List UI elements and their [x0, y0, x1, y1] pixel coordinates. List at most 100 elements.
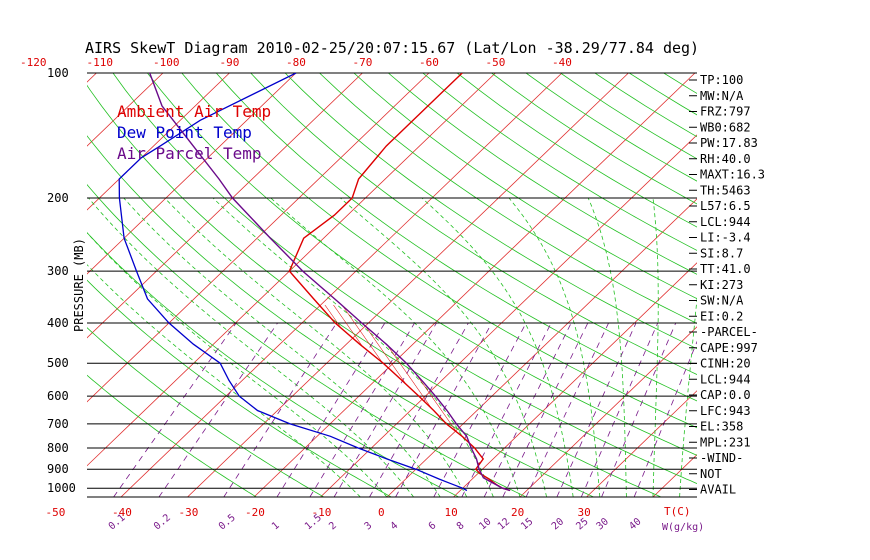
- mixing-ratio-label: 0.2: [152, 512, 173, 532]
- dry-adiabat: [491, 73, 697, 205]
- mixing-ratio-label: 40: [627, 516, 643, 532]
- x-tick-label-bottom: -40: [112, 506, 132, 519]
- index-item: LCL:944: [700, 215, 751, 229]
- isotherm-line: [87, 73, 164, 147]
- dry-adiabat: [284, 73, 697, 350]
- index-item: AVAIL: [700, 483, 736, 497]
- index-item: -PARCEL-: [700, 325, 758, 339]
- dry-adiabat: [87, 84, 662, 497]
- mixing-ratio-label: 30: [595, 516, 611, 532]
- index-item: NOT: [700, 467, 722, 481]
- moist-adiabat: [587, 197, 627, 497]
- y-tick-label: 800: [47, 441, 69, 455]
- x-tick-label-bottom: 0: [378, 506, 385, 519]
- mixing-ratio-label: 10: [477, 516, 493, 532]
- dry-adiabat: [87, 327, 325, 497]
- isotherm-line: [320, 134, 697, 497]
- mixing-ratio-label: 3: [363, 520, 375, 532]
- y-tick-label: 500: [47, 356, 69, 370]
- index-item: MAXT:16.3: [700, 168, 765, 182]
- y-tick-label: 700: [47, 417, 69, 431]
- x-tick-label-bottom: 10: [445, 506, 458, 519]
- mixing-ratio-line: [158, 322, 278, 497]
- mixing-ratio-line: [223, 322, 337, 497]
- index-item: CINH:20: [700, 357, 751, 371]
- cape-hatch-area: [319, 305, 488, 478]
- mixing-ratio-label: 8: [455, 520, 467, 532]
- mixing-ratio-label: 0.5: [217, 512, 238, 532]
- x-axis-label: T(C): [664, 505, 691, 518]
- parcel-temp-line: [149, 73, 511, 492]
- y-axis-label: PRESSURE (MB): [72, 238, 86, 332]
- moist-adiabat: [164, 197, 468, 497]
- y-tick-label: 900: [47, 462, 69, 476]
- index-item: FRZ:797: [700, 105, 751, 119]
- mixing-ratio-line: [633, 340, 697, 497]
- legend-item: Air Parcel Temp: [117, 144, 262, 163]
- index-item: EI:0.2: [700, 309, 743, 323]
- x-tick-label-bottom: 20: [511, 506, 524, 519]
- mixing-ratio-line: [113, 322, 237, 497]
- index-item: LCL:944: [700, 372, 751, 386]
- mixing-ratio-label: 6: [427, 520, 439, 532]
- y-tick-label: 100: [47, 66, 69, 80]
- mixing-ratio-line: [556, 322, 637, 497]
- moist-adiabat: [87, 264, 361, 497]
- isotherm-line: [586, 390, 697, 497]
- mixing-ratio-line: [309, 322, 415, 497]
- index-item: WB0:682: [700, 120, 751, 134]
- dry-adiabat: [422, 73, 697, 251]
- legend-item: Ambient Air Temp: [117, 102, 271, 121]
- index-item: CAP:0.0: [700, 388, 751, 402]
- dry-adiabat: [87, 374, 257, 497]
- mixing-ratio-line: [601, 322, 677, 497]
- x-tick-label-top: -60: [419, 56, 439, 69]
- mixing-ratio-label: 4: [389, 520, 401, 532]
- chart-title: AIRS SkewT Diagram 2010-02-25/20:07:15.6…: [85, 39, 699, 57]
- x-tick-label-bottom: -10: [312, 506, 332, 519]
- x-tick-label-top: -50: [485, 56, 505, 69]
- index-item: CAPE:997: [700, 341, 758, 355]
- dry-adiabat: [353, 73, 697, 300]
- mixing-ratio-label: 20: [550, 516, 566, 532]
- index-item: PW:17.83: [700, 136, 758, 150]
- moist-adiabat: [88, 197, 414, 497]
- dry-adiabat: [388, 73, 697, 275]
- mixing-ratio-line: [502, 322, 589, 497]
- mixing-ratio-label: 1: [270, 520, 282, 532]
- dry-adiabat: [87, 135, 594, 497]
- moist-adiabat: [270, 197, 521, 497]
- dry-adiabat: [181, 73, 697, 429]
- moist-adiabat: [652, 197, 659, 497]
- index-item: MW:N/A: [700, 89, 744, 103]
- legend-item: Dew Point Temp: [117, 123, 252, 142]
- x-tick-label-top: -80: [286, 56, 306, 69]
- index-item: TP:100: [700, 73, 743, 87]
- x-tick-label-bottom: 30: [578, 506, 591, 519]
- ambient-temp-line: [288, 73, 511, 492]
- y-tick-label: 600: [47, 389, 69, 403]
- dry-adiabat: [767, 73, 870, 497]
- x-tick-label-top: -90: [219, 56, 239, 69]
- moist-adiabat: [421, 197, 574, 497]
- dry-adiabat: [215, 73, 697, 402]
- dry-adiabat: [112, 73, 697, 485]
- x-tick-label-top: -120: [20, 56, 47, 69]
- series-layer: [118, 73, 511, 492]
- dry-adiabat: [250, 73, 697, 375]
- isotherm-line: [253, 73, 696, 497]
- x-tick-label-top: -70: [352, 56, 372, 69]
- index-item: SW:N/A: [700, 294, 744, 308]
- legend: Ambient Air Temp Dew Point Temp Air Parcel…: [117, 102, 271, 163]
- grid-clip: [0, 73, 870, 497]
- dry-adiabat: [801, 73, 870, 497]
- isotherm-line: [0, 73, 30, 497]
- isotherm-line: [87, 73, 430, 403]
- index-item: EL:358: [700, 420, 743, 434]
- isotherm-line: [87, 73, 230, 211]
- moist-adiabat: [123, 197, 441, 497]
- dew-point-line: [118, 73, 468, 492]
- mixing-ratio-line: [276, 322, 386, 497]
- grid-layer: [0, 72, 870, 498]
